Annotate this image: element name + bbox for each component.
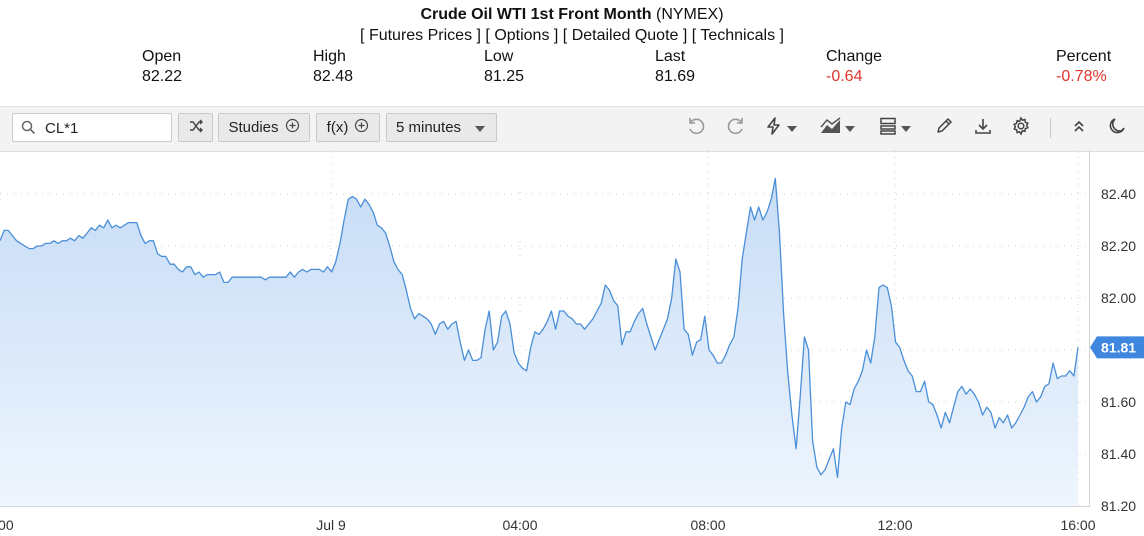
undo-icon <box>686 116 706 141</box>
last-price-label: 81.81 <box>1101 339 1136 355</box>
lightning-icon <box>764 116 784 141</box>
stat-label: Open <box>142 48 182 65</box>
y-tick-label: 81.60 <box>1101 394 1136 410</box>
stat-value: -0.64 <box>826 68 863 85</box>
stat-change: Change -0.64 <box>826 47 882 87</box>
layout-menu[interactable] <box>878 116 911 140</box>
stat-value: -0.78% <box>1056 68 1107 85</box>
x-axis: 7:00 Jul 9 04:00 08:00 12:00 16:00 <box>0 517 1096 533</box>
stat-high: High 82.48 <box>313 47 353 87</box>
caret-down-icon <box>901 119 911 137</box>
caret-down-icon <box>845 119 855 137</box>
search-icon <box>21 120 36 140</box>
y-tick-label: 82.20 <box>1101 238 1136 254</box>
x-tick-label: Jul 9 <box>316 517 346 533</box>
x-tick-label: 04:00 <box>502 517 537 533</box>
redo-icon <box>726 116 746 141</box>
stat-value: 81.69 <box>655 68 696 85</box>
link-detailed-quote[interactable]: Detailed Quote <box>571 27 679 44</box>
stat-value: 82.48 <box>313 68 354 85</box>
y-tick-label: 81.20 <box>1101 498 1136 514</box>
stat-label: Percent <box>1056 48 1112 65</box>
link-options[interactable]: Options <box>494 27 550 44</box>
x-tick-label: 16:00 <box>1060 517 1095 533</box>
y-tick-label: 82.00 <box>1101 290 1136 306</box>
stat-last: Last 81.69 <box>655 47 695 87</box>
link-futures-prices[interactable]: Futures Prices <box>368 27 473 44</box>
interval-select[interactable]: 5 minutes <box>386 113 497 142</box>
compare-button[interactable] <box>178 113 213 142</box>
download-icon <box>973 116 993 141</box>
instrument-name: Crude Oil WTI 1st Front Month <box>420 6 652 23</box>
quote-title: Crude Oil WTI 1st Front Month (NYMEX) <box>0 6 1144 24</box>
x-tick-label: 08:00 <box>690 517 725 533</box>
symbol-search[interactable] <box>12 113 172 142</box>
price-line <box>0 177 1079 479</box>
stat-open: Open 82.22 <box>142 47 182 87</box>
last-price-badge: 81.81 <box>1090 336 1144 359</box>
stat-label: Last <box>655 48 686 65</box>
pencil-icon <box>934 116 954 141</box>
download-button[interactable] <box>973 116 993 140</box>
function-button[interactable]: f(x) <box>316 113 380 142</box>
stat-label: Change <box>826 48 883 65</box>
stat-label: High <box>313 48 346 65</box>
stat-value: 82.22 <box>142 68 183 85</box>
studies-label: Studies <box>228 119 279 136</box>
interval-label: 5 minutes <box>396 119 462 136</box>
y-tick-label: 82.40 <box>1101 186 1136 202</box>
x-tick-label: 7:00 <box>0 517 14 533</box>
redo-button[interactable] <box>726 116 746 140</box>
quote-links: [ Futures Prices ] [ Options ] [ Detaile… <box>360 27 784 44</box>
draw-button[interactable] <box>934 116 954 140</box>
exchange-name: (NYMEX) <box>655 6 724 23</box>
stat-percent: Percent -0.78% <box>1056 47 1111 87</box>
plus-circle-icon <box>285 118 300 137</box>
studies-button[interactable]: Studies <box>218 113 310 142</box>
caret-down-icon <box>475 119 486 136</box>
chart-type-menu[interactable] <box>820 116 855 140</box>
last-price-marker <box>1090 336 1144 359</box>
settings-button[interactable] <box>1011 115 1031 141</box>
y-tick-label: 81.40 <box>1101 446 1136 462</box>
x-tick-label: 12:00 <box>877 517 912 533</box>
stat-label: Low <box>484 48 514 65</box>
stat-low: Low 81.25 <box>484 47 524 87</box>
events-menu[interactable] <box>764 116 797 140</box>
layout-icon <box>878 116 898 141</box>
gear-icon <box>1011 115 1031 141</box>
plus-circle-icon <box>354 118 369 137</box>
undo-button[interactable] <box>686 116 706 140</box>
function-label: f(x) <box>326 119 349 136</box>
moon-icon <box>1107 116 1127 141</box>
collapse-icon <box>1069 116 1089 141</box>
link-technicals[interactable]: Technicals <box>700 27 776 44</box>
price-area <box>0 178 1078 506</box>
symbol-input[interactable] <box>43 117 171 140</box>
toolbar-divider <box>1050 118 1051 138</box>
stat-value: 81.25 <box>484 68 525 85</box>
shuffle-icon <box>188 118 204 138</box>
caret-down-icon <box>787 119 797 137</box>
area-chart-icon <box>820 116 842 141</box>
collapse-button[interactable] <box>1069 116 1089 140</box>
chart-toolbar: Studies f(x) 5 minutes <box>0 106 1144 152</box>
theme-toggle[interactable] <box>1107 116 1127 140</box>
